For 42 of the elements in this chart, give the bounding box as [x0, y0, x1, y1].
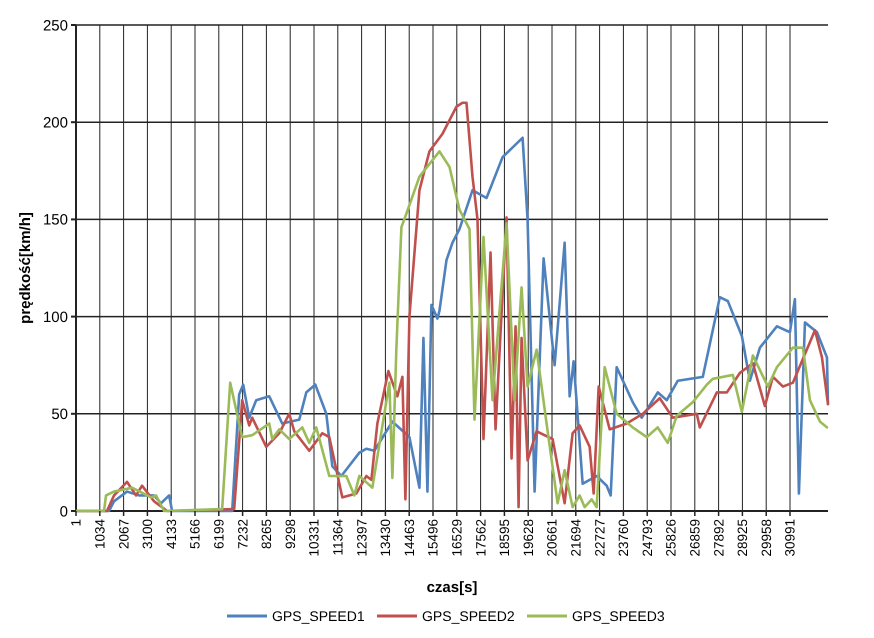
x-tick-label: 18595	[497, 519, 512, 557]
y-tick-label: 0	[60, 503, 68, 520]
x-tick-label: 5166	[188, 519, 203, 550]
x-tick-label: 25826	[664, 519, 679, 557]
x-tick-label: 16529	[450, 519, 465, 557]
x-tick-label: 22727	[592, 519, 608, 557]
legend-label: GPS_SPEED3	[572, 608, 665, 624]
x-tick-label: 27892	[711, 519, 726, 557]
x-tick-label: 15496	[426, 519, 441, 557]
x-tick-label: 11364	[330, 518, 346, 556]
x-tick-label: 30991	[782, 519, 798, 557]
x-tick-label: 2067	[116, 519, 132, 550]
x-tick-label: 7232	[235, 519, 250, 550]
x-axis-title: czas[s]	[426, 579, 478, 596]
y-tick-label: 50	[51, 406, 68, 424]
y-tick-label: 200	[42, 114, 68, 132]
x-tick-label: 13430	[378, 519, 394, 557]
x-tick-label: 9298	[282, 519, 298, 550]
x-tick-label: 10331	[306, 519, 322, 557]
x-tick-label: 12397	[354, 519, 370, 557]
x-tick-label: 28925	[735, 519, 750, 557]
x-tick-label: 3100	[140, 519, 156, 550]
x-tick-label: 1034	[92, 518, 108, 550]
x-tick-label: 21694	[568, 518, 584, 557]
y-tick-label: 250	[42, 17, 68, 34]
y-tick-label: 150	[42, 212, 68, 229]
x-tick-label: 1	[68, 519, 84, 527]
x-tick-label: 6199	[212, 519, 227, 550]
x-tick-label: 19628	[520, 519, 536, 557]
x-tick-label: 24793	[640, 519, 655, 557]
x-tick-label: 14463	[402, 519, 417, 557]
x-tick-label: 29958	[758, 519, 774, 557]
x-tick-label: 20661	[544, 519, 560, 557]
x-tick-label: 4133	[164, 519, 179, 550]
x-tick-label: 17562	[473, 519, 488, 557]
legend-label: GPS_SPEED2	[422, 608, 515, 624]
x-tick-label: 8265	[259, 519, 274, 550]
x-tick-label: 26859	[688, 519, 703, 557]
x-tick-label: 23760	[616, 519, 632, 557]
y-axis-title: prędkość[km/h]	[17, 212, 34, 324]
y-tick-label: 100	[42, 308, 68, 326]
legend-label: GPS_SPEED1	[272, 608, 365, 624]
